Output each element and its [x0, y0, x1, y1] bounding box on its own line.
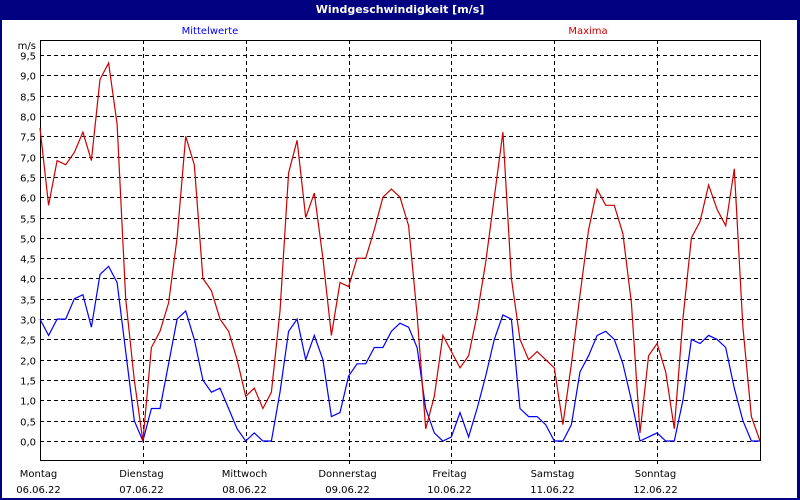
- y-tick-label: 6,5: [20, 174, 36, 185]
- y-tick-label: 3,5: [20, 296, 36, 307]
- legend-label-maxima: Maxima: [568, 26, 607, 37]
- y-tick-label: 0,5: [20, 418, 36, 429]
- y-tick-label: 5,5: [20, 215, 36, 226]
- chart-area: 0,0 0,5 1,0 1,5 2,0 2,5 3,0 3,5 4,0 4,5 5,0 5,5 6,0 6…: [2, 20, 797, 498]
- series-line-mittelwerte: [39, 265, 760, 443]
- y-axis-unit: m/s: [18, 41, 36, 52]
- y-tick-label: 4,0: [20, 275, 36, 286]
- x-tick-date: 07.06.22: [119, 485, 164, 496]
- y-tick-label: 2,5: [20, 336, 36, 347]
- x-tick-day: Dienstag: [119, 469, 164, 480]
- x-tick-day: Mittwoch: [222, 469, 267, 480]
- y-tick-label: 7,0: [20, 154, 36, 165]
- x-tick-day: Donnerstag: [318, 469, 376, 480]
- x-tick-date: 06.06.22: [16, 485, 61, 496]
- y-tick-label: 4,5: [20, 255, 36, 266]
- y-tick-label: 3,0: [20, 316, 36, 327]
- series-line-maxima: [39, 61, 761, 442]
- y-tick-label: 1,5: [20, 377, 36, 388]
- x-tick-day: Freitag: [432, 469, 466, 480]
- y-tick-label: 1,0: [20, 397, 36, 408]
- x-tick-date: 11.06.22: [530, 485, 575, 496]
- x-tick-day: Montag: [20, 469, 57, 480]
- plot-frame: [40, 40, 761, 461]
- x-tick-day: Sonntag: [635, 469, 677, 480]
- x-tick-date: 08.06.22: [222, 485, 267, 496]
- legend-label-mittelwerte: Mittelwerte: [182, 26, 239, 37]
- y-tick-label: 2,0: [20, 357, 36, 368]
- x-tick-date: 09.06.22: [325, 485, 370, 496]
- y-tick-label: 9,5: [20, 52, 36, 63]
- y-tick-label: 8,5: [20, 93, 36, 104]
- y-tick-label: 7,5: [20, 133, 36, 144]
- x-tick-date: 10.06.22: [427, 485, 472, 496]
- x-tick-day: Samstag: [531, 469, 575, 480]
- y-tick-label: 5,0: [20, 235, 36, 246]
- y-tick-label: 6,0: [20, 194, 36, 205]
- y-tick-label: 8,0: [20, 113, 36, 124]
- y-tick-label: 0,0: [20, 438, 36, 449]
- window-title: Windgeschwindigkeit [m/s]: [315, 3, 485, 16]
- x-tick-date: 12.06.22: [633, 485, 678, 496]
- y-tick-label: 9,0: [20, 72, 36, 83]
